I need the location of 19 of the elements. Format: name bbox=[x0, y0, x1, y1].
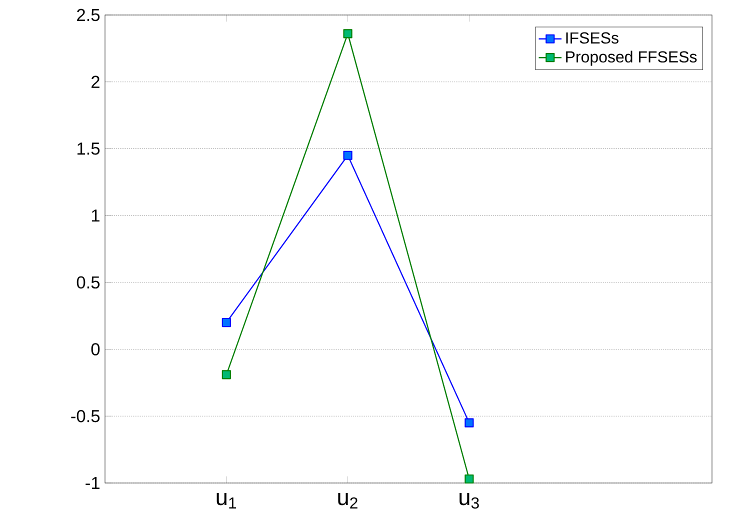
y-tick-label: 2 bbox=[92, 76, 100, 88]
point bbox=[222, 318, 231, 328]
x-tick-label: u$_{1}$ bbox=[216, 493, 236, 508]
y-tick-label: 2.5 bbox=[77, 8, 100, 22]
y-tick-label: 1 bbox=[92, 210, 100, 222]
y-tick-label: 0 bbox=[91, 343, 100, 356]
x-tick-label: u$_{2}$ bbox=[338, 493, 358, 508]
point bbox=[343, 29, 352, 38]
legend-label: IFSESs bbox=[566, 32, 618, 44]
point bbox=[222, 370, 231, 380]
y-tick-label: -0.5 bbox=[71, 410, 100, 422]
legend-label: Proposed FFSESs bbox=[566, 50, 697, 66]
y-tick-label: -1 bbox=[86, 477, 100, 489]
point bbox=[343, 150, 352, 160]
y-tick-label: 1.5 bbox=[78, 142, 100, 155]
point bbox=[464, 474, 474, 484]
x-tick-label: u$_{3}$ bbox=[460, 493, 479, 509]
y-tick-label: 0.5 bbox=[76, 276, 100, 289]
point bbox=[464, 418, 474, 428]
